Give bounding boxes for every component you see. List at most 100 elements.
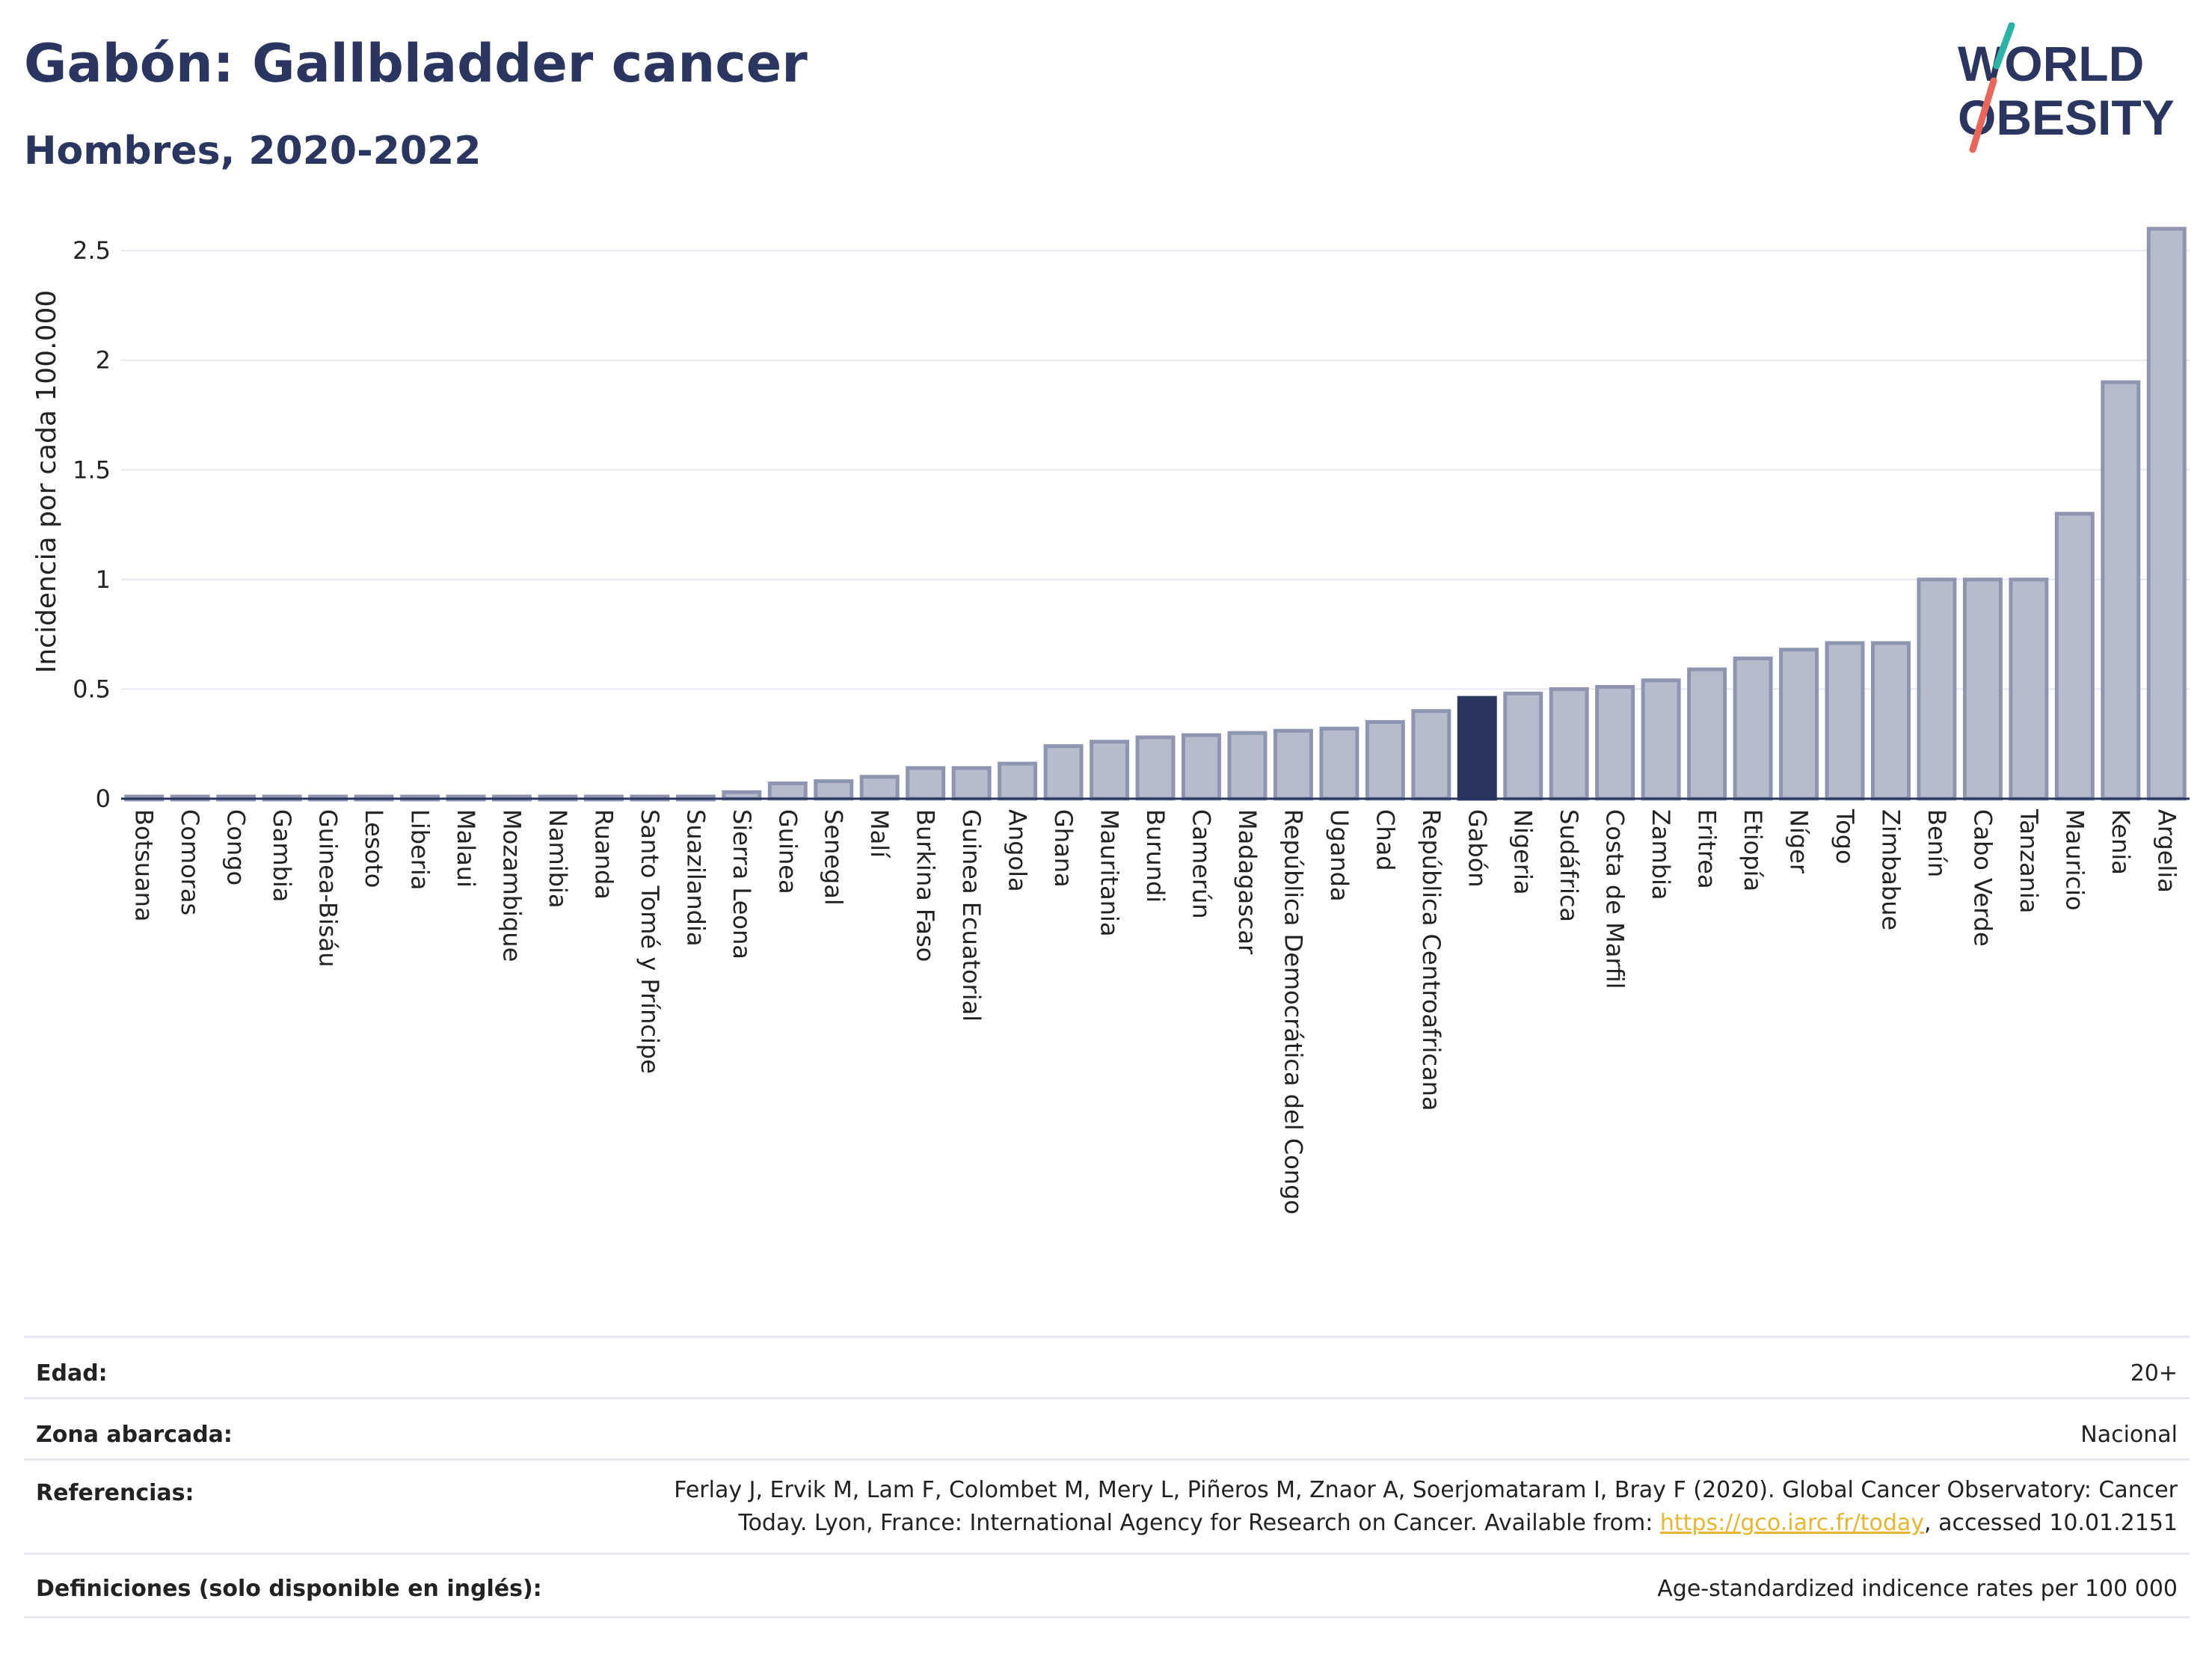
bar-Cabo Verde (1962, 577, 2003, 801)
bar-Ghana (1043, 744, 1084, 801)
bar-Sudáfrica (1549, 687, 1589, 801)
category-label: Lesoto (360, 809, 388, 888)
refs-value: Ferlay J, Ervik M, Lam F, Colombet M, Me… (607, 1474, 2178, 1540)
bar-Zambia (1641, 678, 1681, 801)
info-row-age: Edad: 20+ (24, 1336, 2190, 1399)
category-label: Etiopía (1739, 809, 1767, 891)
category-label: Mauritania (1096, 809, 1124, 936)
bar-Costa de Marfil (1595, 685, 1635, 801)
bar-Eritrea (1687, 667, 1727, 801)
category-label: Nigeria (1509, 809, 1537, 894)
category-label: Burundi (1141, 809, 1170, 903)
info-row-area: Zona abarcada: Nacional (24, 1397, 2190, 1461)
bar-República Democrática del Congo (1273, 728, 1313, 801)
category-label: Argelia (2152, 809, 2181, 893)
category-label: Eritrea (1693, 809, 1721, 889)
category-label: Ruanda (589, 809, 618, 900)
category-label: Kenia (2107, 809, 2135, 875)
category-label: Uganda (1325, 809, 1354, 902)
world-obesity-logo: WORLD OBESITY (1958, 22, 2175, 153)
category-label: Mauricio (2060, 809, 2089, 911)
defs-label: Definiciones (solo disponible en inglés)… (36, 1576, 542, 1602)
info-row-definitions: Definiciones (solo disponible en inglés)… (24, 1553, 2190, 1618)
category-label: Níger (1785, 809, 1813, 874)
refs-text-3: , accessed 10.01.2151 (1924, 1510, 2178, 1536)
bar-Malí (859, 775, 900, 801)
bar-Angola (998, 761, 1038, 801)
y-tick-label: 0.5 (73, 675, 111, 703)
logo-word-obesity: OBESITY (1958, 90, 2175, 145)
category-label: Santo Tomé y Príncipe (636, 809, 664, 1074)
category-label: Madagascar (1233, 809, 1262, 955)
refs-link[interactable]: https://gco.iarc.fr/today (1659, 1510, 1925, 1536)
bar-Guinea (767, 781, 808, 801)
category-label: Ghana (1049, 809, 1078, 888)
bar-Burkina Faso (906, 766, 946, 801)
category-label: Malaui (452, 809, 480, 888)
refs-text-2: Today. Lyon, France: International Agenc… (738, 1510, 1660, 1536)
bar-Tanzania (2009, 577, 2049, 801)
bar-Burundi (1135, 735, 1176, 801)
logo-word-world: WORLD (1958, 36, 2144, 91)
category-label: Guinea-Bisáu (314, 809, 342, 967)
category-label: Zimbabue (1876, 809, 1905, 930)
bar-Uganda (1319, 726, 1360, 801)
category-label: República Democrática del Congo (1279, 809, 1307, 1215)
category-label: Chad (1371, 809, 1399, 871)
y-tick-label: 2.5 (73, 236, 111, 265)
category-label: Comoras (176, 809, 204, 915)
category-label: Namibia (544, 809, 572, 908)
area-label: Zona abarcada: (36, 1422, 233, 1448)
bar-Mauricio (2054, 512, 2095, 801)
category-label: Senegal (820, 809, 848, 906)
category-label: Tanzania (2015, 808, 2043, 913)
category-label: Suazilandia (681, 809, 710, 946)
bar-Togo (1825, 641, 1865, 801)
category-label: Sudáfrica (1555, 809, 1583, 922)
refs-label: Referencias: (36, 1480, 194, 1506)
bar-Camerún (1181, 733, 1221, 801)
category-label: Guinea Ecuatorial (957, 809, 986, 1022)
bars (124, 227, 2187, 802)
category-label: Malí (865, 809, 894, 859)
category-label: Guinea (773, 809, 802, 894)
logo-teal-slash (1993, 22, 2015, 70)
bar-Kenia (2101, 380, 2141, 801)
bar-Zimbabue (1870, 641, 1911, 801)
category-label: Burkina Faso (912, 809, 940, 962)
category-label: Sierra Leona (728, 809, 756, 959)
bar-Nigeria (1503, 691, 1543, 801)
bar-Guinea Ecuatorial (951, 766, 992, 801)
y-axis-label: Incidencia por cada 100.000 (31, 290, 62, 674)
chart-subtitle: Hombres, 2020-2022 (24, 129, 482, 174)
bar-Argelia (2146, 227, 2187, 801)
info-row-references: Referencias: Ferlay J, Ervik M, Lam F, C… (24, 1458, 2190, 1555)
y-tick-label: 0 (96, 784, 111, 813)
bar-Chad (1365, 719, 1405, 801)
age-label: Edad: (36, 1360, 108, 1387)
bar-Benín (1917, 577, 1957, 801)
y-tick-label: 1.5 (73, 455, 111, 484)
y-tick-label: 2 (96, 346, 111, 375)
chart-title: Gabón: Gallbladder cancer (24, 33, 808, 94)
category-label: Congo (222, 809, 251, 885)
bar-Mauritania (1090, 740, 1130, 801)
category-label: Costa de Marfil (1601, 809, 1629, 989)
bar-chart: 0 0.5 1 1.5 2 2.5 Botsuana Comoras Congo Gambia G… (31, 227, 2190, 1215)
category-label: Liberia (406, 809, 434, 890)
category-label: Togo (1831, 808, 1859, 865)
category-labels: Botsuana Comoras Congo Gambia Guinea-Bisáu Le… (130, 808, 2181, 1215)
category-label: Gabón (1463, 809, 1491, 888)
category-label: Zambia (1647, 809, 1675, 900)
y-tick-label: 1 (96, 565, 111, 594)
category-label: República Centroafricana (1417, 809, 1446, 1111)
bar-Etiopía (1733, 656, 1773, 801)
area-value: Nacional (2080, 1422, 2178, 1448)
logo-coral-slash (1969, 77, 1997, 153)
refs-text-1: Ferlay J, Ervik M, Lam F, Colombet M, Me… (674, 1477, 2178, 1503)
age-value: 20+ (2130, 1360, 2178, 1387)
bar-Madagascar (1227, 731, 1268, 801)
bar-República Centroafricana (1411, 709, 1451, 801)
category-label: Botsuana (130, 809, 159, 922)
bar-Senegal (814, 779, 854, 801)
